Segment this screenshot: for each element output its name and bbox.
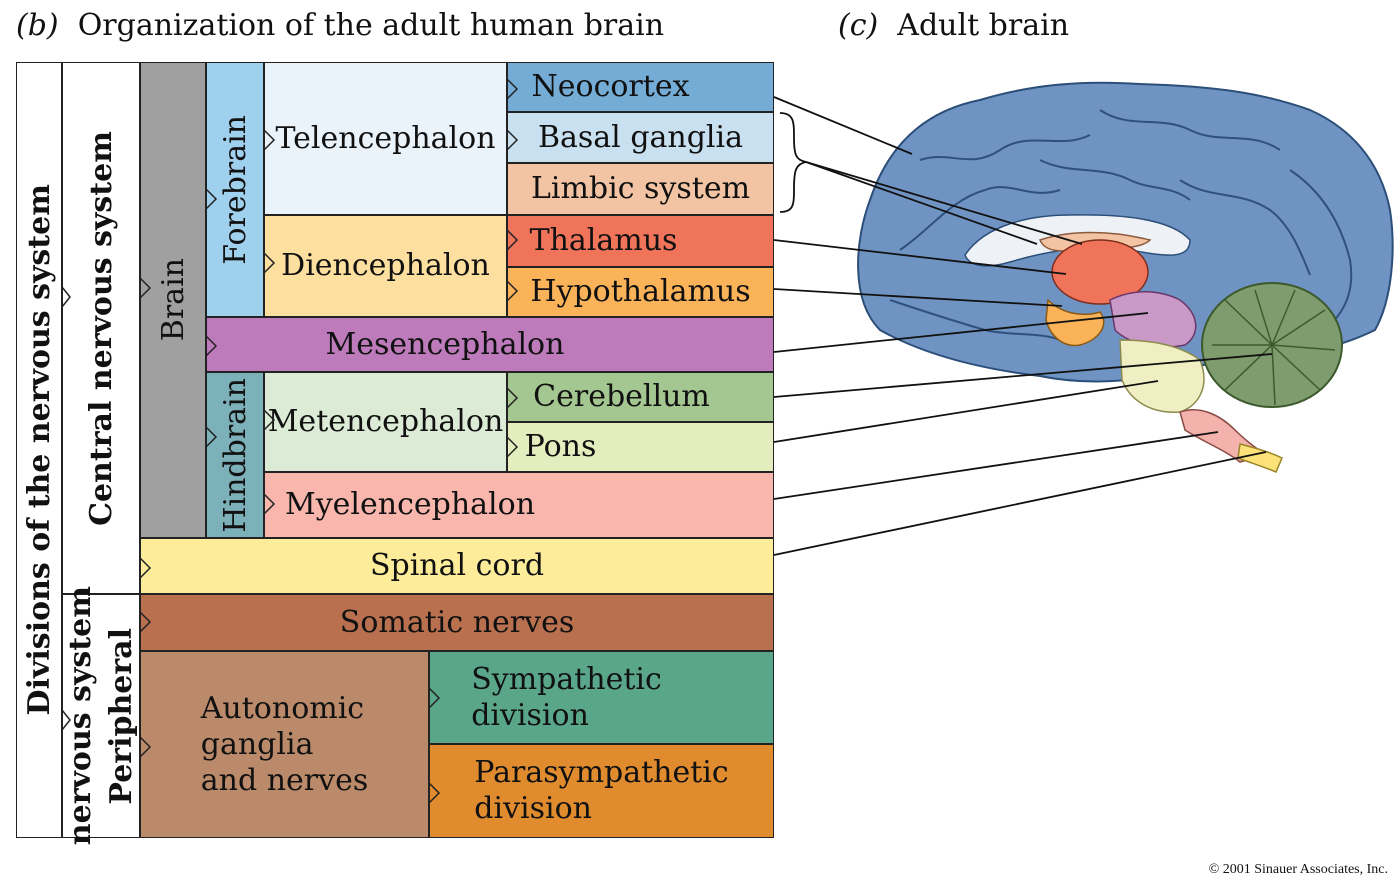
hypothalamus-cell: Hypothalamus bbox=[507, 267, 774, 317]
mesencephalon-label: Mesencephalon bbox=[325, 326, 565, 362]
leader-basal-limbic-a bbox=[805, 161, 1083, 245]
caret-thalamus bbox=[506, 229, 519, 251]
caret-diencephalon bbox=[263, 252, 276, 274]
panel-b-letter: (b) bbox=[16, 8, 59, 43]
caret-neocortex bbox=[506, 78, 519, 100]
hindbrain-column: Hindbrain bbox=[206, 372, 264, 538]
spinal-cord-label: Spinal cord bbox=[369, 548, 545, 583]
caret-brain bbox=[139, 277, 152, 299]
panel-c-title: Adult brain bbox=[897, 8, 1070, 43]
leader-pons bbox=[773, 380, 1159, 443]
autonomic-label: Autonomic ganglia and nerves bbox=[200, 690, 369, 798]
spinal-cord-region bbox=[1237, 443, 1283, 473]
leader-spinal-cord bbox=[773, 451, 1267, 556]
panel-b-title: Organization of the adult human brain bbox=[77, 8, 665, 43]
caret-cns bbox=[61, 286, 71, 308]
leader-cerebellum bbox=[773, 353, 1273, 398]
parasympathetic-label: Parasympathetic division bbox=[474, 755, 729, 826]
caret-myelencephalon bbox=[263, 493, 276, 515]
limbic-system-cell: Limbic system bbox=[507, 163, 774, 215]
leader-thalamus bbox=[773, 239, 1067, 275]
leader-myelencephalon bbox=[773, 431, 1219, 500]
cerebellum-folds bbox=[1212, 289, 1336, 406]
caret-hypothalamus bbox=[506, 280, 519, 302]
mesencephalon-cell: Mesencephalon bbox=[206, 317, 774, 372]
branch-carets bbox=[61, 78, 519, 804]
basal-ganglia-label: Basal ganglia bbox=[537, 119, 744, 155]
pons-cell: Pons bbox=[507, 422, 774, 472]
caret-pns bbox=[61, 709, 71, 731]
pons-label: Pons bbox=[524, 429, 597, 464]
caret-cerebellum bbox=[506, 387, 519, 409]
cerebellum-label: Cerebellum bbox=[533, 379, 710, 414]
pons-region bbox=[1119, 339, 1205, 413]
somatic-nerves-label: Somatic nerves bbox=[339, 604, 575, 640]
telencephalon-cell: Telencephalon bbox=[264, 62, 507, 215]
leader-neocortex bbox=[773, 96, 913, 155]
diencephalon-cell: Diencephalon bbox=[264, 215, 507, 317]
metencephalon-cell: Metencephalon bbox=[264, 372, 507, 472]
parasympathetic-cell: Parasympathetic division bbox=[429, 744, 774, 838]
caret-autonomic bbox=[139, 736, 152, 758]
thalamus-label: Thalamus bbox=[529, 223, 678, 258]
caret-hindbrain bbox=[205, 426, 218, 448]
somatic-nerves-cell: Somatic nerves bbox=[140, 594, 774, 651]
hypothalamus-region bbox=[1045, 298, 1105, 347]
caret-forebrain bbox=[205, 188, 218, 210]
leader-basal-limbic-b bbox=[805, 161, 1038, 245]
myelencephalon-label: Myelencephalon bbox=[285, 487, 536, 522]
leader-hypothalamus bbox=[773, 288, 1063, 307]
leader-mesencephalon bbox=[773, 312, 1149, 353]
neocortex-cell: Neocortex bbox=[507, 62, 774, 112]
cerebellum-cell: Cerebellum bbox=[507, 372, 774, 422]
copyright-notice: © 2001 Sinauer Associates, Inc. bbox=[1208, 862, 1388, 877]
divisions-column: Divisions of the nervous system bbox=[16, 62, 62, 838]
myelencephalon-cell: Myelencephalon bbox=[264, 472, 774, 538]
hypothalamus-label: Hypothalamus bbox=[530, 274, 751, 309]
autonomic-cell: Autonomic ganglia and nerves bbox=[140, 651, 429, 838]
leader-lines bbox=[773, 96, 1273, 556]
caret-limbic bbox=[506, 129, 519, 151]
caret-spinal bbox=[139, 557, 152, 579]
bracket-basal-limbic bbox=[779, 112, 807, 213]
spinal-cord-cell: Spinal cord bbox=[140, 538, 774, 594]
panel-c-letter: (c) bbox=[838, 8, 879, 43]
basal-ganglia-cell: Basal ganglia bbox=[507, 112, 774, 163]
diencephalon-label: Diencephalon bbox=[281, 248, 490, 283]
sympathetic-label: Sympathetic division bbox=[471, 661, 662, 733]
pns-column: Peripheral nervous system bbox=[62, 586, 140, 846]
cns-column: Central nervous system bbox=[62, 62, 140, 594]
caret-telencephalon bbox=[263, 129, 276, 151]
sympathetic-cell: Sympathetic division bbox=[429, 651, 774, 744]
caret-sympathetic bbox=[428, 687, 441, 709]
telencephalon-label: Telencephalon bbox=[275, 120, 496, 156]
caret-pons bbox=[506, 436, 519, 458]
caret-somatic bbox=[139, 611, 152, 633]
panel-c-heading: (c) Adult brain bbox=[838, 8, 1069, 43]
caret-metencephalon bbox=[263, 409, 276, 431]
metencephalon-label: Metencephalon bbox=[267, 404, 504, 439]
panel-b-heading: (b) Organization of the adult human brai… bbox=[16, 8, 664, 43]
limbic-system-label: Limbic system bbox=[530, 171, 751, 206]
thalamus-cell: Thalamus bbox=[507, 215, 774, 267]
brain-illustration bbox=[857, 81, 1394, 473]
brain-column: Brain bbox=[140, 62, 206, 538]
caret-parasympathetic bbox=[428, 782, 441, 804]
neocortex-label: Neocortex bbox=[531, 69, 690, 104]
caret-mesencephalon bbox=[205, 335, 218, 357]
